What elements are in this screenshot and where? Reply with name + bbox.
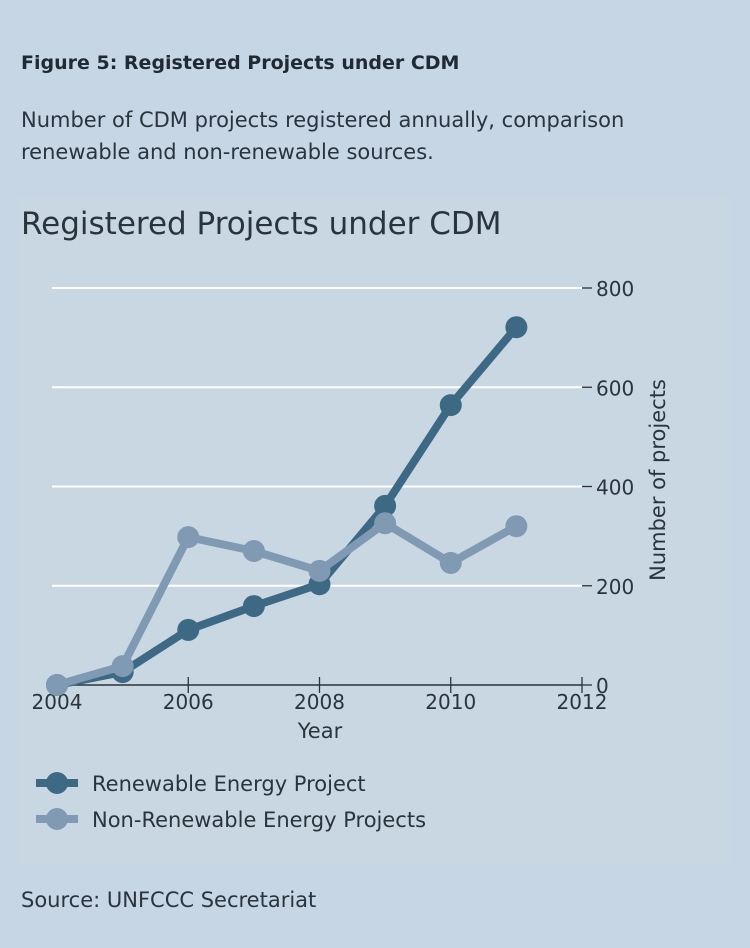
x-tick-label: 2010	[425, 690, 476, 714]
data-point	[439, 551, 462, 574]
data-point	[505, 316, 528, 339]
legend-label: Non-Renewable Energy Projects	[92, 808, 426, 832]
x-tick-label: 2008	[294, 690, 345, 714]
y-tick-label: 0	[596, 674, 609, 698]
y-tick-label: 800	[596, 277, 634, 301]
y-tick-label: 600	[596, 376, 634, 400]
x-axis-label: Year	[297, 719, 343, 743]
data-point	[374, 494, 397, 517]
legend-marker	[46, 772, 68, 794]
series-line-renewable	[56, 324, 520, 689]
data-point	[439, 394, 462, 417]
data-point	[505, 515, 528, 538]
y-axis-label: Number of projects	[646, 379, 670, 581]
data-point	[111, 655, 134, 678]
legend-marker	[46, 808, 68, 830]
data-point	[242, 595, 265, 618]
data-point	[46, 674, 68, 696]
data-point	[242, 540, 265, 563]
x-tick-label: 2012	[557, 690, 608, 714]
chart-title: Registered Projects under CDM	[21, 206, 502, 242]
y-tick-label: 200	[596, 575, 634, 599]
data-point	[177, 526, 200, 549]
source-note: Source: UNFCCC Secretariat	[21, 888, 317, 912]
data-point	[308, 559, 331, 582]
figure-label: Figure 5: Registered Projects under CDM	[21, 52, 460, 74]
y-tick-label: 400	[596, 476, 634, 500]
data-point	[177, 618, 200, 641]
series-line-non-renewable	[55, 519, 519, 689]
data-point	[374, 512, 397, 535]
x-tick-label: 2006	[163, 690, 214, 714]
legend-label: Renewable Energy Project	[92, 772, 366, 796]
figure-subtitle: Number of CDM projects registered annual…	[21, 108, 625, 164]
